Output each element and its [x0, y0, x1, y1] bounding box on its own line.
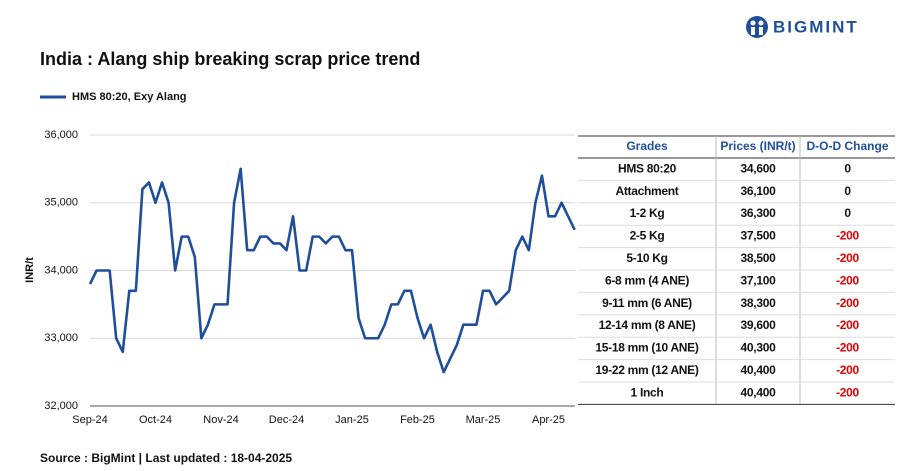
- table-cell: 37,100: [741, 273, 777, 287]
- table-cell: -200: [836, 273, 859, 287]
- table-cell: 39,600: [741, 318, 777, 332]
- table-cell: 40,400: [741, 363, 777, 377]
- y-tick-label: 34,000: [44, 264, 78, 276]
- table-cell: 38,300: [741, 296, 777, 310]
- table-cell: -200: [836, 296, 859, 310]
- logo-icon: [746, 16, 768, 38]
- x-tick-label: Dec-24: [269, 414, 304, 426]
- table-cell: 19-22 mm (12 ANE): [595, 363, 698, 377]
- table-cell: 40,300: [741, 341, 777, 355]
- line-series: [88, 167, 576, 374]
- y-tick-label: 35,000: [44, 197, 78, 209]
- table-cell: 0: [844, 161, 851, 175]
- x-tick-label: Mar-25: [466, 414, 501, 426]
- table-cell: 34,600: [741, 161, 777, 175]
- table-header: Prices (INR/t): [720, 139, 795, 153]
- table-cell: -200: [836, 251, 859, 265]
- table-cell: 6-8 mm (4 ANE): [605, 273, 689, 287]
- table-cell: -200: [836, 341, 859, 355]
- x-tick-label: Feb-25: [400, 414, 435, 426]
- table-cell: 36,100: [741, 184, 777, 198]
- x-tick-label: Sep-24: [72, 414, 107, 426]
- chart-title: India : Alang ship breaking scrap price …: [40, 49, 420, 69]
- y-tick-label: 32,000: [44, 400, 78, 412]
- table-cell: -200: [836, 385, 859, 399]
- table-header: D-O-D Change: [807, 139, 889, 153]
- table-cell: -200: [836, 229, 859, 243]
- table-cell: 37,500: [741, 229, 777, 243]
- legend-label: HMS 80:20, Exy Alang: [72, 91, 187, 103]
- table-cell: 15-18 mm (10 ANE): [595, 341, 698, 355]
- logo-text: BIGMINT: [773, 17, 859, 36]
- table-cell: -200: [836, 363, 859, 377]
- table-cell: 1-2 Kg: [630, 206, 665, 220]
- x-tick-label: Nov-24: [203, 414, 238, 426]
- table-cell: 1 Inch: [631, 385, 664, 399]
- table-cell: 12-14 mm (8 ANE): [599, 318, 696, 332]
- table-cell: 0: [844, 184, 851, 198]
- table-cell: Attachment: [615, 184, 678, 198]
- table-cell: 5-10 Kg: [626, 251, 667, 265]
- table-cell: 9-11 mm (6 ANE): [602, 296, 692, 310]
- table-cell: 38,500: [741, 251, 777, 265]
- x-tick-label: Apr-25: [532, 414, 565, 426]
- table-cell: 40,400: [741, 385, 777, 399]
- source-note: Source : BigMint | Last updated : 18-04-…: [40, 451, 292, 465]
- table-cell: HMS 80:20: [618, 161, 677, 175]
- y-tick-label: 33,000: [44, 332, 78, 344]
- y-axis-label: INR/t: [24, 257, 36, 283]
- table-cell: 2-5 Kg: [630, 229, 665, 243]
- table-cell: 0: [844, 206, 851, 220]
- x-tick-label: Oct-24: [139, 414, 172, 426]
- table-cell: 36,300: [741, 206, 777, 220]
- y-tick-label: 36,000: [44, 129, 78, 141]
- table-header: Grades: [626, 139, 668, 153]
- x-tick-label: Jan-25: [335, 414, 369, 426]
- table-cell: -200: [836, 318, 859, 332]
